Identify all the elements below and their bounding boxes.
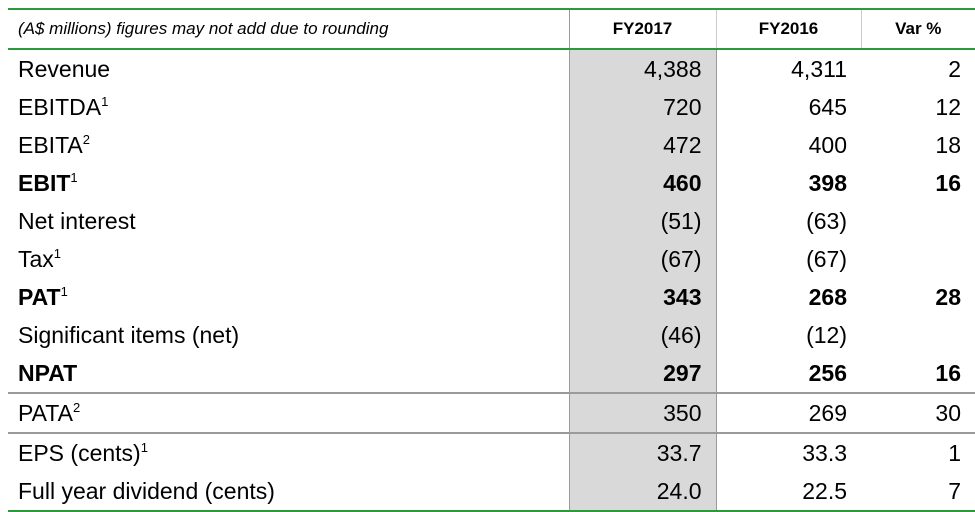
row-pat: PAT1 343 268 28 [8, 278, 975, 316]
cell-var: 12 [935, 93, 961, 120]
row-label: Revenue [18, 55, 111, 82]
cell-fy2016: 400 [808, 131, 847, 158]
cell-var: 1 [861, 432, 975, 472]
row-label: Significant items (net) [18, 321, 240, 348]
row-npat: NPAT 297 256 16 [8, 354, 975, 393]
footnote-marker: 1 [70, 169, 78, 185]
row-ebitda: EBITDA1 720 645 12 [8, 88, 975, 126]
row-label: NPAT [18, 359, 78, 386]
row-net-interest: Net interest (51) (63) [8, 202, 975, 240]
cell-fy2017: 297 [568, 354, 717, 393]
cell-fy2017: 350 [568, 392, 717, 433]
cell-var: 30 [861, 392, 975, 433]
cell-fy2016: 398 [808, 169, 847, 196]
header-fy2016: FY2016 [715, 8, 861, 50]
row-label: PAT1 [18, 283, 68, 310]
cell-var: 18 [935, 131, 961, 158]
cell-fy2016: 268 [808, 283, 847, 310]
footnote-marker: 2 [82, 131, 90, 147]
header-units-note: (A$ millions) figures may not add due to… [8, 8, 569, 50]
cell-fy2017: (51) [568, 202, 717, 240]
footnote-marker: 1 [101, 93, 109, 109]
row-ebita: EBITA2 472 400 18 [8, 126, 975, 164]
cell-fy2017: 472 [568, 126, 717, 164]
cell-var: 16 [935, 169, 961, 196]
cell-fy2016: 4,311 [791, 55, 847, 82]
footnote-marker: 1 [140, 439, 148, 455]
cell-fy2016: (12) [806, 321, 847, 348]
row-tax: Tax1 (67) (67) [8, 240, 975, 278]
header-fy2017: FY2017 [568, 8, 716, 50]
cell-var [861, 316, 975, 354]
row-ebit: EBIT1 460 398 16 [8, 164, 975, 202]
footnote-marker: 2 [72, 399, 81, 415]
cell-fy2016: 256 [808, 359, 847, 386]
row-label: EBITDA1 [18, 93, 109, 120]
cell-fy2017: 24.0 [568, 472, 717, 512]
row-significant-items: Significant items (net) (46) (12) [8, 316, 975, 354]
row-label: PATA2 [8, 392, 569, 433]
header-row: (A$ millions) figures may not add due to… [8, 8, 975, 50]
cell-fy2016: (63) [806, 207, 847, 234]
row-label: Full year dividend (cents) [8, 472, 569, 512]
cell-var: 7 [861, 472, 975, 512]
row-label: Tax1 [18, 245, 62, 272]
row-label: EBITA2 [18, 131, 90, 158]
cell-var [861, 240, 975, 278]
cell-var: 28 [935, 283, 961, 310]
row-pata: PATA2 350 269 30 [8, 392, 975, 433]
footnote-marker: 1 [53, 245, 62, 261]
header-var: Var % [860, 8, 975, 50]
cell-fy2017: 4,388 [568, 49, 717, 88]
cell-fy2017: 720 [568, 88, 717, 126]
cell-fy2016: 33.3 [716, 432, 861, 472]
cell-fy2017: 33.7 [568, 432, 717, 472]
footnote-marker: 1 [60, 283, 68, 299]
cell-var: 2 [948, 55, 961, 82]
cell-var: 16 [935, 359, 961, 386]
row-label: EBIT1 [18, 169, 78, 196]
cell-var [861, 202, 975, 240]
cell-fy2016: 22.5 [716, 472, 861, 512]
row-label: Net interest [18, 207, 136, 234]
financial-table: (A$ millions) figures may not add due to… [8, 8, 975, 512]
cell-fy2016: 269 [716, 392, 861, 433]
cell-fy2016: (67) [806, 245, 847, 272]
cell-fy2017: 460 [568, 164, 717, 202]
cell-fy2017: (67) [568, 240, 717, 278]
cell-fy2017: (46) [568, 316, 717, 354]
row-eps: EPS (cents)1 33.7 33.3 1 [8, 432, 975, 472]
cell-fy2016: 645 [808, 93, 847, 120]
row-label: EPS (cents)1 [8, 432, 569, 472]
row-revenue: Revenue 4,388 4,311 2 [8, 49, 975, 88]
row-dividend: Full year dividend (cents) 24.0 22.5 7 [8, 472, 975, 512]
cell-fy2017: 343 [568, 278, 717, 316]
